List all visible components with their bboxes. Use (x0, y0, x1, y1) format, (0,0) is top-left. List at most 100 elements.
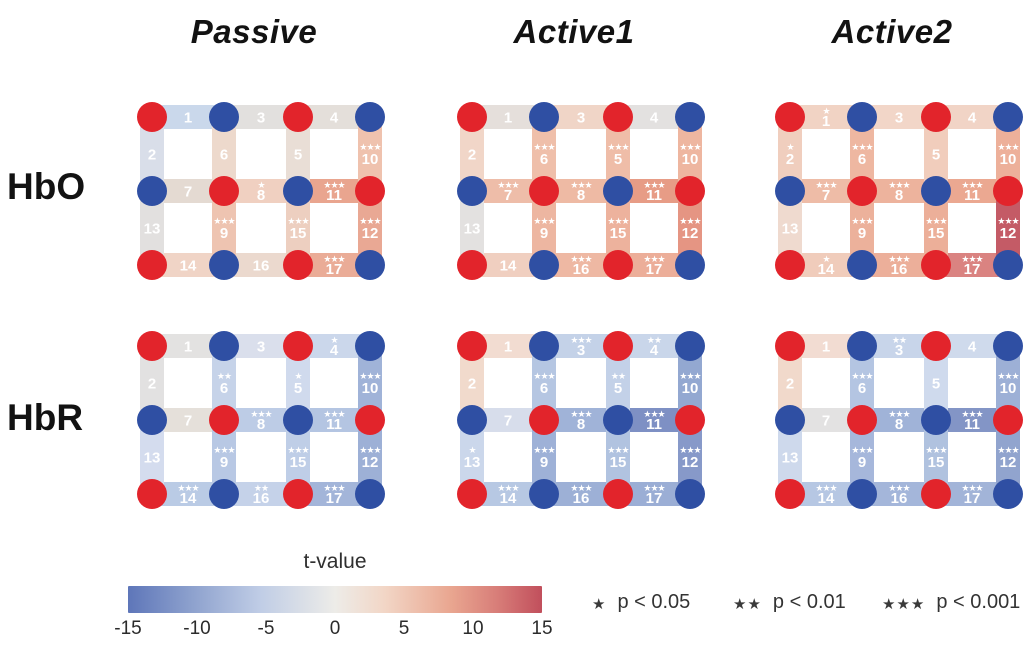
channel-1-number: 1 (504, 339, 512, 356)
channel-15-number: 15 (610, 454, 627, 471)
detector-optode (209, 102, 239, 132)
channel-12-number: 12 (1000, 225, 1017, 242)
channel-2-number: 2 (786, 151, 794, 168)
channel-5-stars: ★ (294, 371, 302, 381)
source-optode (457, 250, 487, 280)
channel-3-number: 3 (895, 342, 903, 359)
channel-3-number: 3 (257, 110, 265, 127)
channel-10-number: 10 (362, 151, 379, 168)
channel-8-number: 8 (577, 187, 585, 204)
channel-11-stars: ★★★ (643, 409, 665, 419)
source-optode (675, 405, 705, 435)
detector-optode (209, 479, 239, 509)
panel-hbr-active1: 1 ★★★ 3 ★★ 4 7 ★★★ 8 ★★★ 11 ★★★ 14 ★★★ 16 ★★★ 17 2 ★★★ 6 ★★… (438, 324, 710, 520)
source-optode (209, 176, 239, 206)
channel-17-number: 17 (326, 261, 343, 278)
channel-15-stars: ★★★ (607, 445, 629, 455)
channel-17-stars: ★★★ (961, 254, 983, 264)
source-optode (283, 250, 313, 280)
source-optode (137, 479, 167, 509)
channel-2-number: 2 (148, 376, 156, 393)
detector-optode (993, 250, 1023, 280)
channel-15-number: 15 (928, 454, 945, 471)
detector-optode (993, 102, 1023, 132)
channel-7-number: 7 (504, 413, 512, 430)
column-title-active2: Active2 (831, 13, 953, 50)
channel-11-stars: ★★★ (961, 180, 983, 190)
channel-4-number: 4 (968, 339, 977, 356)
channel-9-stars: ★★★ (851, 216, 873, 226)
detector-optode (603, 405, 633, 435)
colorbar-tick: -10 (183, 618, 211, 639)
channel-6-stars: ★★ (217, 371, 232, 381)
channel-11-stars: ★★★ (961, 409, 983, 419)
column-title-active1: Active1 (513, 13, 635, 50)
detector-optode (355, 331, 385, 361)
channel-16-stars: ★★ (254, 483, 269, 493)
source-optode (283, 331, 313, 361)
channel-1-number: 1 (184, 339, 192, 356)
detector-optode (775, 176, 805, 206)
source-optode (847, 176, 877, 206)
channel-12-number: 12 (362, 454, 379, 471)
source-optode (775, 331, 805, 361)
channel-12-stars: ★★★ (359, 216, 381, 226)
channel-8-number: 8 (577, 416, 585, 433)
legend-item-p05: ★ p < 0.05 (592, 591, 690, 614)
channel-9-number: 9 (220, 225, 228, 242)
channel-4-number: 4 (330, 342, 339, 359)
channel-10-stars: ★★★ (997, 371, 1019, 381)
channel-7-stars: ★★★ (497, 180, 519, 190)
channel-8-stars: ★★★ (570, 409, 592, 419)
source-optode (137, 250, 167, 280)
channel-10-stars: ★★★ (679, 371, 701, 381)
detector-optode (355, 102, 385, 132)
source-optode (283, 479, 313, 509)
detector-optode (993, 479, 1023, 509)
channel-12-number: 12 (682, 454, 699, 471)
channel-8-number: 8 (895, 416, 903, 433)
channel-11-number: 11 (646, 416, 662, 433)
channel-8-stars: ★★★ (250, 409, 272, 419)
detector-optode (921, 176, 951, 206)
channel-16-number: 16 (573, 490, 590, 507)
channel-5-number: 5 (294, 380, 302, 397)
panel-hbr-passive: 1 3 ★ 4 7 ★★★ 8 ★★★ 11 ★★★ 14 ★★ 16 ★★★ 17 2 ★★ 6 ★ 5 ★★★ 10 1… (118, 324, 390, 520)
channel-6-number: 6 (858, 380, 866, 397)
channel-9-stars: ★★★ (533, 216, 555, 226)
channel-7-number: 7 (822, 413, 830, 430)
channel-8-number: 8 (257, 416, 265, 433)
one-star-icon: ★ (592, 595, 607, 613)
channel-11-number: 11 (964, 416, 980, 433)
channel-16-stars: ★★★ (888, 483, 910, 493)
channel-10-number: 10 (682, 380, 699, 397)
source-optode (675, 176, 705, 206)
channel-12-number: 12 (682, 225, 699, 242)
source-optode (993, 405, 1023, 435)
channel-11-number: 11 (326, 416, 342, 433)
source-optode (847, 405, 877, 435)
channel-8-stars: ★★★ (888, 409, 910, 419)
detector-optode (457, 176, 487, 206)
row-label-hbo: HbO (7, 166, 86, 207)
panel-hbo-active2: ★ 1 3 4 ★★★ 7 ★★★ 8 ★★★ 11 ★ 14 ★★★ 16 ★★★ 17 ★ 2 ★★★ 6 5 ★★★… (756, 95, 1024, 291)
channel-8-number: 8 (257, 187, 265, 204)
channel-8-number: 8 (895, 187, 903, 204)
colorbar-tick: 10 (462, 618, 484, 639)
detector-optode (355, 250, 385, 280)
channel-17-stars: ★★★ (643, 254, 665, 264)
source-optode (137, 331, 167, 361)
channel-11-stars: ★★★ (323, 409, 345, 419)
column-title-passive: Passive (190, 13, 318, 50)
source-optode (921, 479, 951, 509)
channel-11-number: 11 (964, 187, 980, 204)
channel-7-number: 7 (184, 413, 192, 430)
channel-3-number: 3 (577, 110, 585, 127)
source-optode (775, 250, 805, 280)
colorbar-ticks: -15 -10 -5 0 5 10 15 (114, 618, 552, 642)
channel-9-number: 9 (858, 454, 866, 471)
channel-2-number: 2 (786, 376, 794, 393)
channel-11-number: 11 (326, 187, 342, 204)
legend-item-p01: ★★ p < 0.01 (733, 591, 846, 614)
